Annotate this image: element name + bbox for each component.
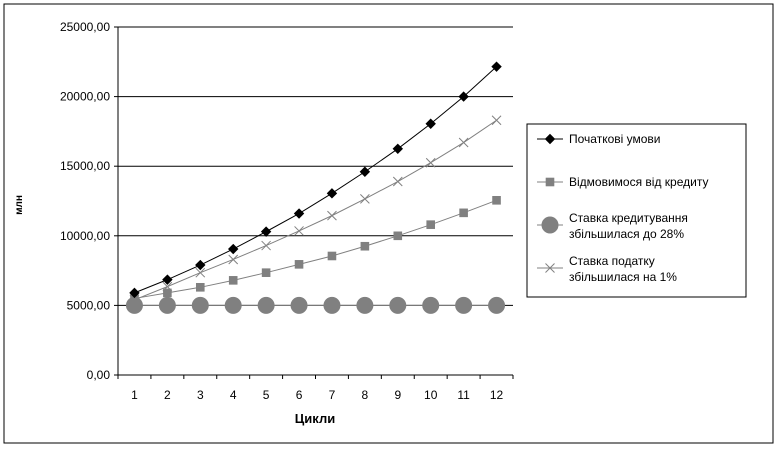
- legend: Початкові умови Відмовимося від кредиту Ст…: [526, 123, 747, 298]
- legend-label-3: Ставка податку: [569, 254, 655, 268]
- y-tick-label-0: 0,00: [87, 368, 111, 382]
- series-3-point-7: [360, 194, 370, 204]
- series-3-point-9: [425, 157, 436, 168]
- series-3-point-6: [327, 210, 337, 221]
- y-axis-title: млн: [14, 195, 25, 215]
- series-2-point-7: [356, 296, 374, 314]
- x-tick-label-2: 3: [197, 388, 204, 402]
- series-0-point-0: [129, 287, 140, 299]
- legend-marker-1: [545, 177, 555, 187]
- y-tick-label-3: 15000,00: [60, 159, 110, 173]
- legend-label-0: Початкові умови: [569, 132, 661, 146]
- x-tick-label-11: 12: [490, 388, 504, 402]
- x-tick-label-5: 6: [296, 388, 303, 402]
- series-0-point-7: [359, 166, 371, 177]
- legend-label-3-line2: збільшилася на 1%: [569, 270, 677, 284]
- series-1-point-10: [459, 208, 468, 218]
- series-1-point-4: [261, 268, 271, 277]
- series-line-3: [134, 119, 497, 301]
- series-3-point-11: [491, 115, 502, 126]
- series-3-point-3: [228, 254, 239, 265]
- y-tick-label-2: 10000,00: [60, 229, 110, 243]
- legend-item-2: Ставка кредитування збільшилася до 28%: [537, 211, 688, 241]
- series-3-point-8: [392, 176, 403, 187]
- series-2-point-6: [323, 296, 341, 314]
- x-tick-label-1: 2: [164, 388, 171, 402]
- series-2-point-8: [389, 296, 407, 314]
- axes: [117, 27, 513, 376]
- series-1-point-11: [492, 196, 501, 205]
- legend-label-2: Ставка кредитування: [569, 211, 688, 225]
- series-0-point-5: [293, 208, 305, 219]
- y-tick-label-1: 5000,00: [67, 298, 111, 312]
- series-1-point-5: [294, 260, 304, 269]
- x-tick-label-6: 7: [329, 388, 336, 402]
- series-0-point-6: [326, 188, 338, 199]
- series-3-point-5: [294, 226, 304, 236]
- series-0-point-1: [162, 274, 173, 285]
- series-0-point-11: [491, 61, 502, 72]
- series-3-point-2: [195, 267, 206, 278]
- legend-item-1: Відмовимося від кредиту: [537, 175, 708, 189]
- series-0-point-8: [392, 143, 403, 155]
- legend-label-2-line2: збільшилася до 28%: [569, 227, 684, 241]
- series-2: [125, 296, 506, 314]
- series-1-point-3: [228, 276, 238, 285]
- legend-marker-0: [544, 133, 556, 145]
- x-tick-labels: 1 2 3 4 5 6 7 8 9 10 11 12: [131, 388, 503, 402]
- series-0-point-9: [425, 118, 436, 129]
- series-1-point-6: [327, 251, 337, 261]
- series-2-point-4: [257, 296, 275, 314]
- series-3-point-0: [129, 294, 140, 305]
- x-tick-label-7: 8: [362, 388, 369, 402]
- x-tick-label-10: 11: [457, 388, 470, 402]
- x-tick-label-9: 10: [424, 388, 438, 402]
- series-1-point-2: [195, 283, 205, 292]
- series-2-point-11: [488, 296, 506, 314]
- series-0-point-2: [195, 259, 206, 271]
- series-0-point-10: [458, 91, 469, 102]
- series-3-point-10: [458, 137, 469, 148]
- x-tick-label-8: 9: [394, 388, 401, 402]
- series-1-point-7: [360, 241, 370, 251]
- series-1-point-9: [426, 220, 436, 229]
- legend-box: [526, 123, 747, 298]
- series-2-point-5: [290, 296, 308, 314]
- series-3-point-1: [162, 281, 173, 292]
- series-3: [129, 115, 502, 305]
- legend-marker-3: [545, 263, 555, 273]
- series-2-point-10: [455, 296, 473, 314]
- series-2-point-3: [224, 296, 242, 314]
- x-tick-label-4: 5: [263, 388, 270, 402]
- legend-marker-2: [541, 216, 559, 234]
- series-line-0: [134, 66, 497, 294]
- series-2-point-9: [422, 296, 440, 314]
- series-1-point-8: [393, 231, 403, 241]
- series-line-1: [134, 199, 497, 299]
- x-axis-title: Цикли: [295, 411, 335, 426]
- legend-item-3: Ставка податку збільшилася на 1%: [537, 254, 677, 284]
- legend-label-1: Відмовимося від кредиту: [569, 175, 708, 189]
- series: [125, 61, 506, 314]
- y-tick-labels: 0,00 5000,00 10000,00 15000,00 20000,00 25000…: [60, 20, 110, 382]
- y-tick-label-4: 20000,00: [60, 90, 110, 104]
- series-0-point-4: [260, 226, 272, 237]
- x-tick-label-3: 4: [230, 388, 237, 402]
- series-0-point-3: [228, 243, 239, 255]
- x-tick-label-0: 1: [131, 388, 138, 402]
- series-3-point-4: [261, 240, 271, 251]
- series-0: [129, 61, 502, 299]
- series-1-point-1: [163, 288, 172, 298]
- series-2-point-1: [158, 296, 176, 314]
- legend-item-0: Початкові умови: [537, 132, 661, 146]
- y-tick-label-5: 25000,00: [60, 20, 110, 34]
- series-1: [130, 196, 501, 303]
- series-2-point-2: [191, 296, 209, 314]
